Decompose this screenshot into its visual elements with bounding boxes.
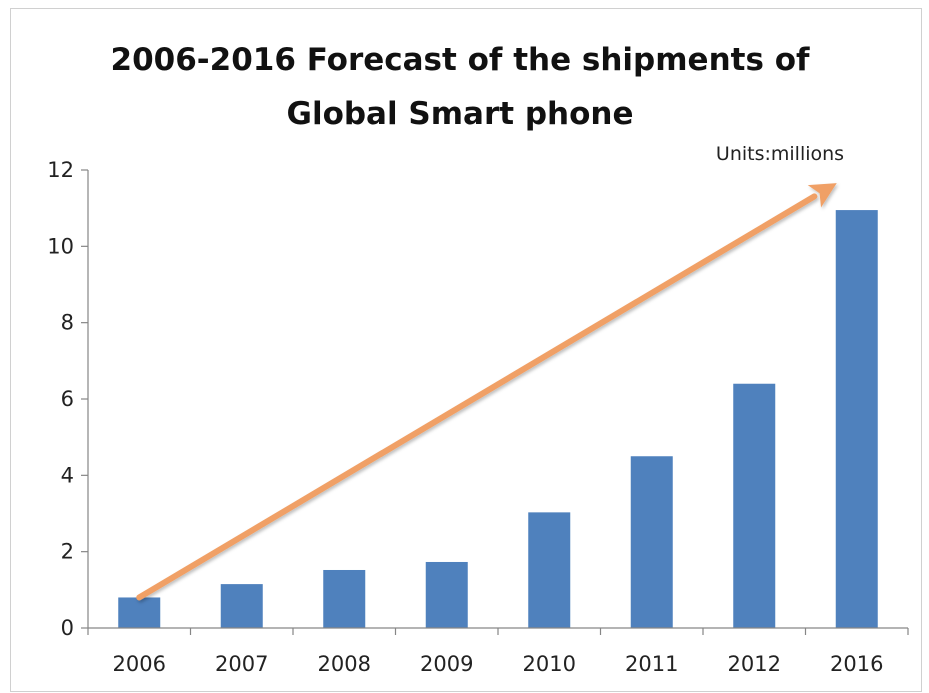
- bar-2010: [528, 512, 571, 628]
- y-tick-label: 2: [61, 540, 74, 564]
- x-tick-label: 2011: [625, 652, 678, 676]
- trend-arrow-head: [807, 183, 837, 208]
- bar-2006: [118, 597, 161, 628]
- x-tick-label: 2007: [215, 652, 268, 676]
- bar-2007: [220, 584, 263, 628]
- chart-title-line-2: Global Smart phone: [287, 96, 634, 132]
- y-tick-label: 4: [61, 463, 74, 487]
- chart-title-line-1: 2006-2016 Forecast of the shipments of: [111, 42, 810, 78]
- trend-arrow-group: [136, 183, 837, 601]
- bar-2008: [323, 569, 366, 628]
- y-tick-label: 10: [47, 234, 74, 258]
- y-tick-label: 0: [61, 616, 74, 640]
- y-tick-label: 6: [61, 387, 74, 411]
- bar-2009: [425, 561, 468, 628]
- x-tick-label: 2008: [318, 652, 371, 676]
- x-tick-label: 2016: [830, 652, 883, 676]
- y-tick-label: 8: [61, 311, 74, 335]
- bars: [118, 210, 878, 628]
- trend-arrow-shaft: [136, 193, 818, 601]
- bar-2016: [835, 210, 878, 628]
- x-tick-label: 2012: [728, 652, 781, 676]
- x-axis-ticks: 2006 2007 2008 2009 2010 2011 2012 2016: [87, 628, 909, 676]
- y-tick-label: 12: [47, 158, 74, 182]
- bar-2011: [630, 456, 673, 628]
- x-tick-label: 2006: [113, 652, 166, 676]
- trend-arrow: [136, 183, 837, 601]
- units-label: Units:millions: [716, 143, 844, 165]
- bar-2012: [733, 383, 776, 628]
- x-tick-label: 2009: [420, 652, 473, 676]
- x-tick-label: 2010: [523, 652, 576, 676]
- y-axis-ticks: 0 2 4 6 8 10 12: [47, 158, 88, 640]
